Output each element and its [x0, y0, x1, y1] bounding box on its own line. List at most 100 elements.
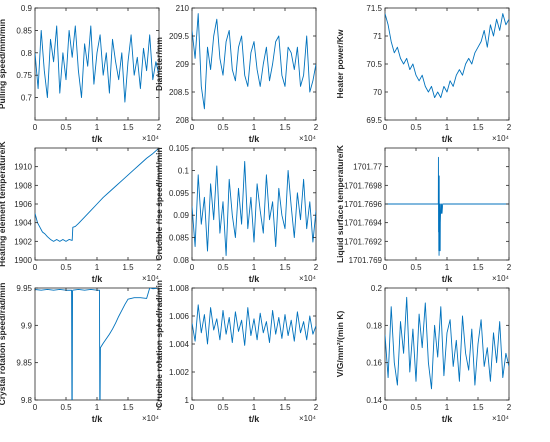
series-line	[35, 288, 159, 400]
x-tick-label: 2	[507, 263, 512, 272]
y-tick-label: 0.14	[366, 396, 382, 405]
x-multiplier-label: ×10⁴	[142, 414, 160, 423]
x-multiplier-label: ×10⁴	[299, 274, 317, 283]
y-tick-label: 9.85	[16, 359, 32, 368]
y-axis-label: Crucible rotation speed/rad/min	[154, 280, 164, 408]
x-tick-label: 0.5	[410, 403, 422, 412]
chart-diameter: 208 208.5 209 209.5 210 0 0.5 1 1.5 2 ×10⁴ t/k Diame…	[154, 4, 319, 144]
x-tick-label: 1	[445, 403, 450, 412]
y-tick-label: 0.85	[16, 26, 32, 35]
y-axis-label: Crucible rise speed/mm/min	[154, 147, 164, 260]
chart-vg-ratio: 0.14 0.16 0.18 0.2 0 0.5 1 1.5 2 ×10⁴ t/k V/G/mm²/(…	[335, 284, 512, 424]
x-tick-label: 1	[252, 263, 257, 272]
x-axis-label: t/k	[249, 414, 260, 424]
x-tick-label: 2	[157, 263, 162, 272]
y-tick-label: 69.5	[366, 116, 382, 125]
x-axis-label: t/k	[92, 414, 103, 424]
plot-frame	[384, 287, 510, 401]
x-tick-label: 1	[95, 263, 100, 272]
series-line	[192, 13, 316, 110]
x-tick-label: 0	[33, 123, 38, 132]
y-axis-label: Liquid surface temperature/K	[335, 144, 345, 263]
y-tick-label: 0.095	[169, 189, 190, 198]
y-tick-label: 0.1	[178, 166, 190, 175]
x-tick-label: 0	[33, 403, 38, 412]
y-axis-label: Heating element temperature/K	[0, 140, 7, 267]
y-tick-label: 210	[176, 4, 190, 13]
series-line	[192, 160, 316, 256]
y-tick-label: 0.7	[21, 94, 33, 103]
y-tick-label: 1	[185, 396, 190, 405]
chart-liquid-surface-temperature: 1701.769 1701.7692 1701.7694 1701.7696 1701.…	[335, 144, 512, 284]
x-tick-label: 1.5	[472, 123, 484, 132]
x-tick-label: 2	[507, 403, 512, 412]
x-tick-label: 0.5	[410, 263, 422, 272]
x-tick-label: 2	[157, 123, 162, 132]
plot-frame	[191, 147, 317, 261]
y-tick-label: 208	[176, 116, 190, 125]
x-tick-label: 1.5	[122, 403, 134, 412]
x-tick-label: 1.5	[122, 263, 134, 272]
x-tick-label: 2	[314, 263, 319, 272]
x-axis-label: t/k	[92, 274, 103, 284]
x-tick-label: 1	[252, 123, 257, 132]
y-tick-label: 209	[176, 60, 190, 69]
x-tick-label: 1.5	[279, 123, 291, 132]
series-line	[385, 296, 509, 390]
x-tick-label: 1	[445, 263, 450, 272]
y-tick-label: 0.75	[16, 71, 32, 80]
x-tick-label: 0	[190, 403, 195, 412]
x-tick-label: 1	[95, 403, 100, 412]
x-tick-label: 1.5	[279, 263, 291, 272]
x-multiplier-label: ×10⁴	[299, 414, 317, 423]
x-multiplier-label: ×10⁴	[142, 134, 160, 143]
plot-frame	[191, 287, 317, 401]
y-axis-label: V/G/mm²/(min K)	[335, 311, 345, 378]
y-tick-label: 1.004	[169, 340, 190, 349]
series-line	[192, 304, 316, 346]
y-tick-label: 1.006	[169, 312, 190, 321]
y-tick-label: 1908	[14, 181, 32, 190]
series-line	[35, 148, 159, 242]
y-tick-label: 1900	[14, 256, 32, 265]
x-tick-label: 1.5	[472, 403, 484, 412]
y-tick-label: 1701.769	[349, 256, 383, 265]
x-axis-label: t/k	[92, 134, 103, 144]
y-tick-label: 209.5	[169, 32, 190, 41]
x-multiplier-label: ×10⁴	[492, 274, 510, 283]
x-tick-label: 0	[383, 263, 388, 272]
x-tick-label: 0.5	[60, 263, 72, 272]
y-tick-label: 70	[373, 88, 382, 97]
x-tick-label: 1	[445, 123, 450, 132]
y-tick-label: 1902	[14, 237, 32, 246]
series-line	[385, 156, 509, 256]
y-tick-label: 0.08	[173, 256, 189, 265]
x-tick-label: 0.5	[410, 123, 422, 132]
x-tick-label: 1	[95, 123, 100, 132]
chart-pulling-speed: 0.7 0.75 0.8 0.85 0.9 0 0.5 1 1.5 2 ×10⁴ t/k Pulling…	[0, 4, 162, 144]
x-tick-label: 0	[190, 263, 195, 272]
series-line	[35, 25, 159, 103]
y-tick-label: 1910	[14, 163, 32, 172]
chart-heater-power: 69.5 70 70.5 71 71.5 0 0.5 1 1.5 2 ×10⁴ t/k Heater p…	[335, 4, 512, 144]
plot-frame	[34, 7, 160, 121]
x-tick-label: 0.5	[217, 123, 229, 132]
x-tick-label: 2	[314, 123, 319, 132]
y-tick-label: 1.008	[169, 284, 190, 293]
x-multiplier-label: ×10⁴	[142, 274, 160, 283]
y-axis-label: Heater power/Kw	[335, 29, 345, 98]
y-tick-label: 9.9	[21, 321, 33, 330]
chart-crucible-rise-speed: 0.08 0.085 0.09 0.095 0.1 0.105 0 0.5 1 1.5 2 ×10⁴ t…	[154, 144, 319, 284]
x-tick-label: 0.5	[217, 403, 229, 412]
x-tick-label: 1.5	[279, 403, 291, 412]
x-tick-label: 0.5	[217, 263, 229, 272]
chart-heating-element-temperature: 1900 1902 1904 1906 1908 1910 0 0.5 1 1.5 2 ×10⁴ t/k…	[0, 140, 162, 284]
y-tick-label: 1701.7698	[344, 181, 382, 190]
x-tick-label: 2	[314, 403, 319, 412]
plot-frame	[191, 7, 317, 121]
y-tick-label: 71	[373, 32, 382, 41]
x-axis-label: t/k	[442, 134, 453, 144]
y-tick-label: 1904	[14, 219, 32, 228]
y-tick-label: 9.95	[16, 284, 32, 293]
